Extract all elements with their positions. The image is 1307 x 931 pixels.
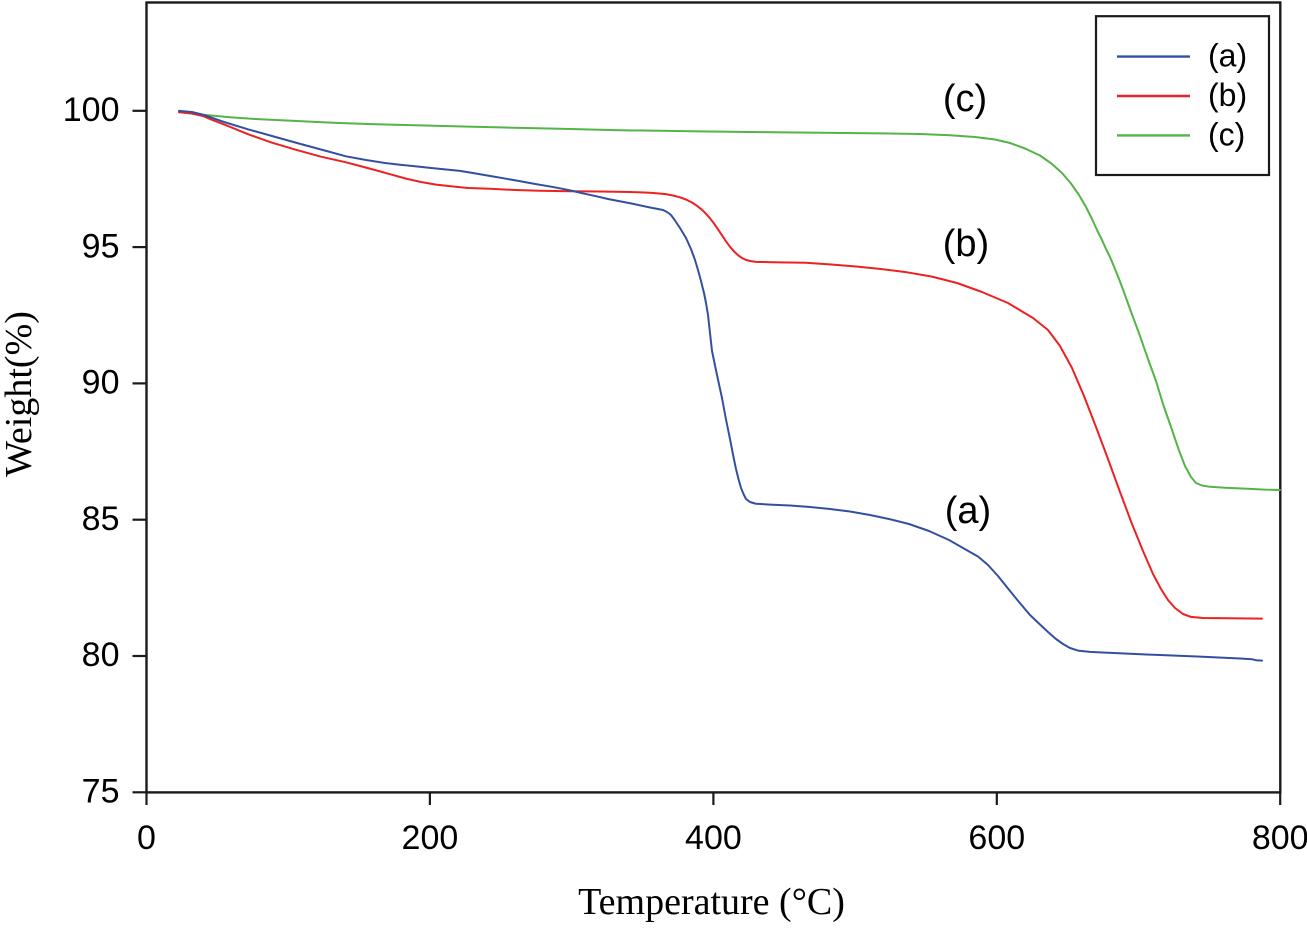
svg-text:(b): (b): [1208, 77, 1247, 113]
svg-text:100: 100: [63, 91, 120, 129]
svg-text:800: 800: [1252, 819, 1307, 857]
svg-text:Weight(%): Weight(%): [0, 311, 40, 477]
svg-text:90: 90: [82, 364, 120, 402]
svg-text:(a): (a): [1208, 38, 1247, 74]
svg-text:75: 75: [82, 773, 120, 811]
svg-text:(b): (b): [943, 223, 989, 265]
svg-text:80: 80: [82, 636, 120, 674]
svg-text:85: 85: [82, 500, 120, 538]
svg-text:0: 0: [137, 819, 156, 857]
svg-text:95: 95: [82, 227, 120, 265]
svg-text:200: 200: [402, 819, 459, 857]
svg-text:400: 400: [685, 819, 742, 857]
svg-text:(c): (c): [1208, 117, 1245, 153]
svg-text:(c): (c): [943, 78, 987, 120]
svg-text:600: 600: [968, 819, 1025, 857]
svg-text:(a): (a): [945, 490, 991, 532]
svg-text:Temperature (°C): Temperature (°C): [578, 881, 845, 923]
